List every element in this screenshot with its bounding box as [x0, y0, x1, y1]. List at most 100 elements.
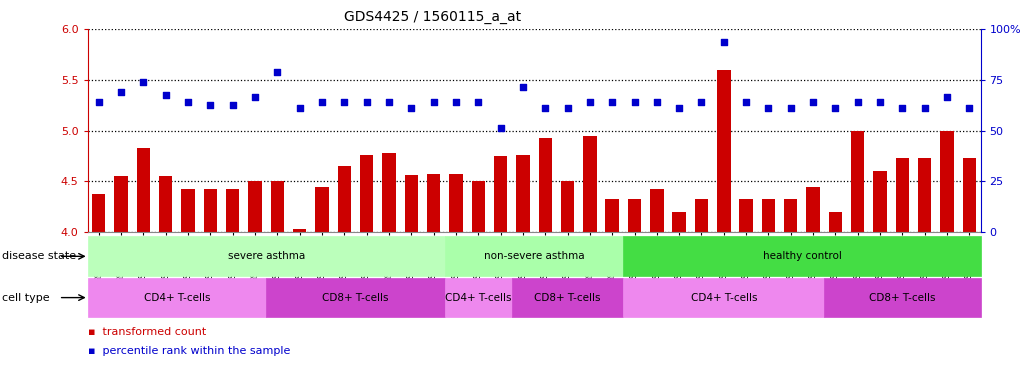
- Text: healthy control: healthy control: [762, 251, 842, 262]
- Bar: [248, 182, 262, 232]
- Point: [850, 99, 866, 105]
- Point: [961, 105, 977, 111]
- Bar: [740, 199, 753, 232]
- Text: severe asthma: severe asthma: [228, 251, 305, 262]
- Bar: [762, 199, 776, 232]
- Bar: [561, 182, 575, 232]
- Bar: [426, 174, 440, 232]
- Point: [604, 99, 620, 105]
- Text: ▪  transformed count: ▪ transformed count: [88, 327, 206, 337]
- Bar: [806, 187, 820, 232]
- Text: CD4+ T-cells: CD4+ T-cells: [690, 293, 757, 303]
- Point: [202, 102, 218, 108]
- Bar: [271, 182, 284, 232]
- Point: [917, 105, 933, 111]
- Point: [470, 99, 486, 105]
- Text: CD8+ T-cells: CD8+ T-cells: [535, 293, 600, 303]
- Bar: [940, 131, 954, 232]
- Bar: [493, 156, 507, 232]
- Bar: [824, 278, 981, 317]
- Bar: [673, 212, 686, 232]
- Point: [871, 99, 888, 105]
- Bar: [623, 278, 824, 317]
- Text: GDS4425 / 1560115_a_at: GDS4425 / 1560115_a_at: [344, 10, 521, 23]
- Bar: [159, 176, 172, 232]
- Point: [760, 105, 777, 111]
- Bar: [204, 189, 217, 232]
- Bar: [516, 155, 529, 232]
- Text: non-severe asthma: non-severe asthma: [484, 251, 584, 262]
- Point: [894, 105, 911, 111]
- Bar: [266, 278, 445, 317]
- Point: [291, 105, 308, 111]
- Text: CD4+ T-cells: CD4+ T-cells: [445, 293, 512, 303]
- Bar: [650, 189, 663, 232]
- Bar: [293, 229, 306, 232]
- Point: [582, 99, 598, 105]
- Point: [358, 99, 375, 105]
- Point: [671, 105, 687, 111]
- Bar: [784, 199, 797, 232]
- Point: [135, 79, 151, 85]
- Bar: [963, 158, 976, 232]
- Bar: [445, 278, 512, 317]
- Point: [783, 105, 799, 111]
- Bar: [449, 174, 462, 232]
- Bar: [623, 236, 981, 276]
- Text: disease state: disease state: [2, 251, 76, 262]
- Bar: [918, 158, 931, 232]
- Text: CD8+ T-cells: CD8+ T-cells: [869, 293, 935, 303]
- Point: [381, 99, 398, 105]
- Bar: [315, 187, 329, 232]
- Text: CD4+ T-cells: CD4+ T-cells: [143, 293, 210, 303]
- Point: [537, 105, 553, 111]
- Bar: [539, 138, 552, 232]
- Bar: [88, 236, 445, 276]
- Bar: [873, 171, 887, 232]
- Bar: [137, 148, 150, 232]
- Bar: [628, 199, 642, 232]
- Point: [827, 105, 844, 111]
- Bar: [92, 194, 105, 232]
- Bar: [829, 212, 843, 232]
- Text: cell type: cell type: [2, 293, 49, 303]
- Point: [180, 99, 197, 105]
- Bar: [88, 278, 266, 317]
- Point: [314, 99, 331, 105]
- Bar: [359, 155, 373, 232]
- Bar: [896, 158, 909, 232]
- Point: [515, 84, 531, 90]
- Bar: [226, 189, 239, 232]
- Bar: [583, 136, 596, 232]
- Point: [269, 68, 285, 74]
- Point: [403, 105, 419, 111]
- Point: [247, 94, 264, 100]
- Point: [113, 89, 130, 95]
- Point: [91, 99, 107, 105]
- Bar: [472, 182, 485, 232]
- Text: CD8+ T-cells: CD8+ T-cells: [322, 293, 388, 303]
- Bar: [606, 199, 619, 232]
- Bar: [717, 70, 730, 232]
- Bar: [382, 153, 396, 232]
- Bar: [512, 278, 623, 317]
- Point: [492, 124, 509, 131]
- Bar: [338, 166, 351, 232]
- Bar: [445, 236, 623, 276]
- Point: [716, 39, 732, 45]
- Point: [737, 99, 754, 105]
- Point: [626, 99, 643, 105]
- Point: [425, 99, 442, 105]
- Bar: [114, 176, 128, 232]
- Bar: [405, 175, 418, 232]
- Point: [938, 94, 955, 100]
- Bar: [181, 189, 195, 232]
- Point: [804, 99, 821, 105]
- Point: [336, 99, 352, 105]
- Bar: [851, 131, 864, 232]
- Point: [225, 102, 241, 108]
- Bar: [695, 199, 709, 232]
- Point: [559, 105, 576, 111]
- Point: [693, 99, 710, 105]
- Point: [158, 92, 174, 98]
